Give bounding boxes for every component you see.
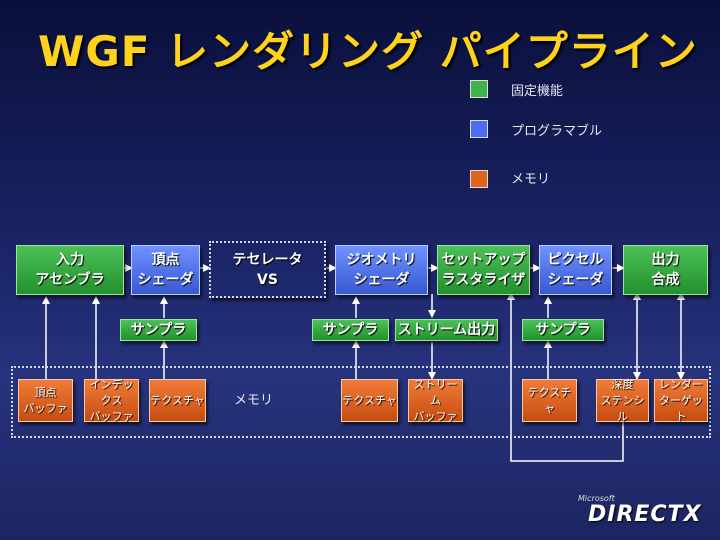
legend-swatch-fixed [470, 80, 488, 98]
sampler-geometry: サンプラ [312, 319, 389, 341]
memory-vertex-buffer: 頂点 バッファ [18, 379, 73, 422]
memory-texture-geometry: テクスチャ [341, 379, 398, 422]
stage-input-assembler: 入力 アセンブラ [16, 245, 124, 295]
legend-label-programmable: プログラマブル [511, 124, 603, 139]
memory-render-target: レンダー ターゲット [654, 378, 708, 423]
memory-region-label: メモリ [234, 393, 274, 408]
stage-pixel-shader: ピクセル シェーダ [539, 245, 612, 295]
stage-geometry-shader: ジオメトリ シェーダ [335, 245, 428, 295]
memory-depth-stencil: 深度 ステンシル [596, 378, 649, 423]
stage-vertex-shader: 頂点 シェーダ [131, 245, 200, 295]
sampler-pixel: サンプラ [522, 319, 604, 341]
stream-output: ストリーム出力 [395, 319, 498, 341]
memory-stream-buffer: ストリーム バッファ [408, 378, 463, 423]
logo-microsoft: Microsoft [578, 494, 615, 503]
stage-tessellator: テセレータ VS [209, 241, 326, 298]
legend-swatch-programmable [470, 120, 488, 138]
arrow-depth-to-raster [507, 292, 624, 462]
page-title: WGF レンダリング パイプライン [38, 27, 698, 76]
memory-texture-pixel: テクスチャ [522, 379, 577, 422]
stage-output-merger: 出力 合成 [623, 245, 708, 295]
stage-setup-rasterizer: セットアップ ラスタライザ [437, 245, 530, 295]
memory-texture-vertex: テクスチャ [149, 379, 206, 422]
legend-swatch-memory [470, 170, 488, 188]
legend-label-memory: メモリ [511, 172, 551, 187]
logo-directx: DIRECTX [588, 502, 702, 527]
legend-label-fixed: 固定機能 [511, 84, 564, 99]
sampler-vertex: サンプラ [120, 319, 197, 341]
memory-region [11, 366, 711, 438]
memory-index-buffer: インデックス バッファ [84, 378, 139, 423]
